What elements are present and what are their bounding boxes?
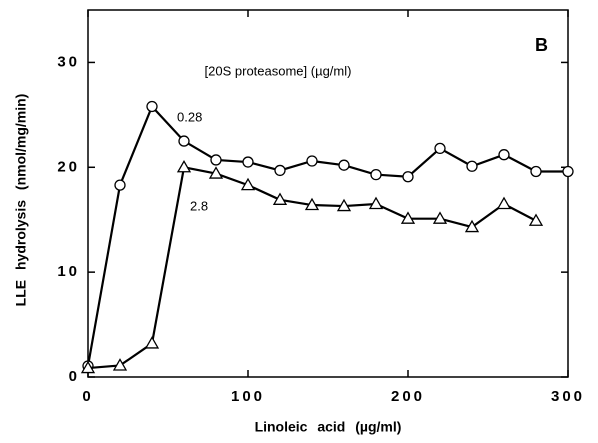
marker bbox=[240, 177, 256, 191]
marker bbox=[144, 336, 160, 349]
marker bbox=[306, 155, 318, 167]
series-line bbox=[87, 165, 537, 370]
marker bbox=[146, 100, 158, 113]
marker bbox=[304, 197, 320, 211]
marker bbox=[464, 219, 480, 233]
plot-frame bbox=[87, 9, 569, 378]
x-axis-label: Linoleic acid (µg/ml) bbox=[255, 419, 402, 435]
marker bbox=[432, 211, 448, 224]
marker bbox=[402, 171, 414, 183]
y-tick-label: 30 bbox=[57, 53, 80, 70]
marker bbox=[528, 213, 544, 226]
series-label: 2.8 bbox=[190, 198, 208, 213]
x-tick-label: 0 bbox=[82, 388, 93, 405]
marker bbox=[80, 360, 96, 374]
marker bbox=[496, 196, 512, 210]
panel-label: B bbox=[535, 35, 548, 55]
y-tick-label: 0 bbox=[69, 368, 80, 385]
marker bbox=[370, 168, 382, 181]
marker bbox=[208, 166, 224, 179]
marker bbox=[210, 154, 222, 166]
x-tick-label: 200 bbox=[391, 388, 425, 405]
marker bbox=[530, 165, 542, 178]
marker bbox=[498, 149, 510, 161]
marker bbox=[112, 358, 128, 371]
marker bbox=[178, 135, 190, 147]
marker bbox=[274, 164, 286, 177]
marker bbox=[242, 156, 254, 168]
marker bbox=[114, 179, 126, 191]
series-line bbox=[86, 104, 568, 367]
y-tick-label: 20 bbox=[57, 158, 80, 175]
marker bbox=[176, 159, 192, 173]
y-axis-label: LLE hydrolysis (nmol/mg/min) bbox=[13, 94, 29, 307]
marker bbox=[368, 196, 384, 210]
marker bbox=[562, 165, 574, 178]
marker bbox=[336, 198, 352, 212]
marker bbox=[434, 142, 446, 155]
marker bbox=[466, 160, 478, 172]
x-tick-label: 100 bbox=[231, 388, 265, 405]
marker bbox=[272, 192, 288, 205]
annotation: [20S proteasome] (µg/ml) bbox=[205, 63, 352, 78]
x-tick-label: 300 bbox=[551, 388, 585, 405]
marker bbox=[338, 159, 350, 171]
series-label: 0.28 bbox=[177, 109, 202, 124]
marker bbox=[400, 211, 416, 224]
y-tick-label: 10 bbox=[57, 263, 80, 280]
